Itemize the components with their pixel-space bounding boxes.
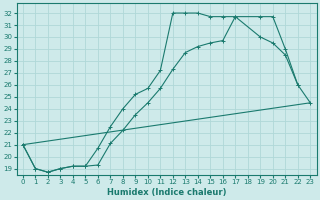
X-axis label: Humidex (Indice chaleur): Humidex (Indice chaleur) [107, 188, 226, 197]
